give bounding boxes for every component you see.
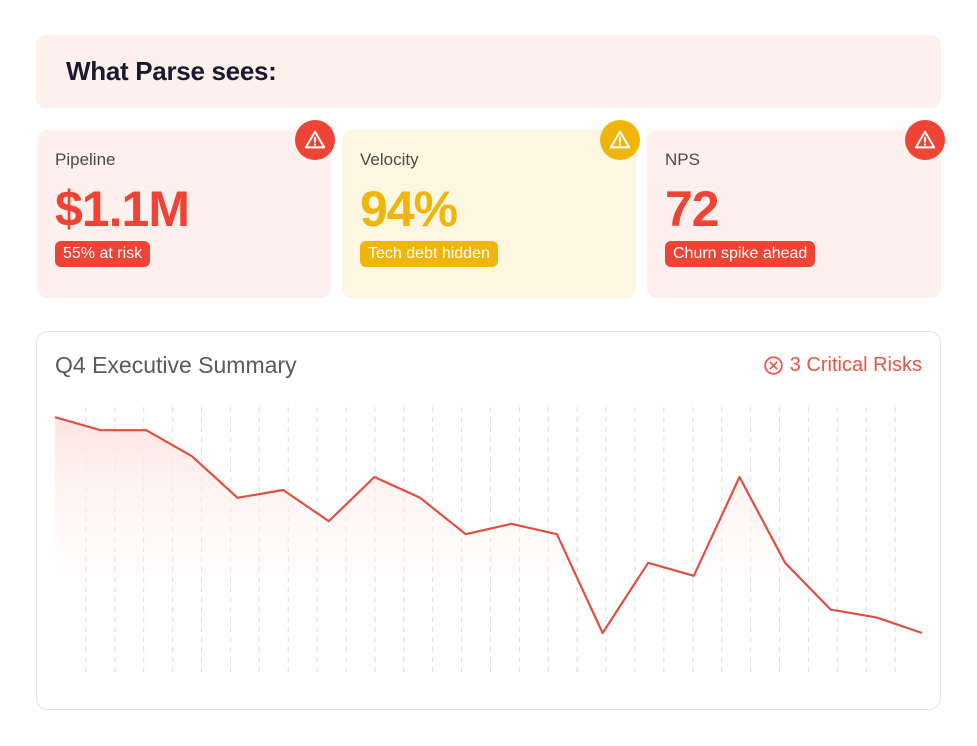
warning-triangle-icon [600, 120, 640, 160]
chart-point [509, 522, 513, 526]
executive-summary-panel: Q4 Executive Summary 3 Critical Risks [36, 331, 941, 710]
chart-point [555, 532, 559, 536]
page-title: What Parse sees: [66, 56, 277, 86]
metric-card-velocity: Velocity 94% Tech debt hidden [342, 120, 640, 298]
metric-value: 94% [360, 181, 458, 237]
metric-badge: 55% at risk [55, 241, 151, 267]
chart-point [281, 488, 285, 492]
metric-label: Velocity [360, 150, 419, 169]
chart-point [646, 561, 650, 565]
metric-value: $1.1M [55, 181, 190, 237]
chart-point [372, 475, 376, 479]
chart-point [144, 428, 148, 432]
chart-point [327, 519, 331, 523]
chart-point [874, 615, 878, 619]
chart-point [601, 631, 605, 635]
chart-point [236, 496, 240, 500]
circle-x-icon [763, 355, 784, 376]
warning-triangle-icon [295, 120, 335, 160]
metric-card-nps: NPS 72 Churn spike ahead [647, 120, 945, 298]
metric-label: NPS [665, 150, 700, 169]
header-banner: What Parse sees: [36, 35, 941, 108]
chart-point [737, 475, 741, 479]
chart-point [829, 608, 833, 612]
line-chart [53, 407, 924, 677]
summary-title: Q4 Executive Summary [55, 352, 297, 378]
chart-point [190, 454, 194, 458]
chart-point [53, 415, 57, 419]
chart-point [418, 496, 422, 500]
chart-point [99, 428, 103, 432]
metric-badge: Tech debt hidden [360, 241, 498, 267]
critical-risks-indicator[interactable]: 3 Critical Risks [763, 354, 922, 377]
chart-series-line [54, 416, 923, 635]
metric-label: Pipeline [55, 150, 116, 169]
metric-value: 72 [665, 181, 720, 237]
chart-point [920, 631, 924, 635]
critical-risks-label: 3 Critical Risks [789, 354, 922, 376]
chart-point [692, 574, 696, 578]
metric-card-pipeline: Pipeline $1.1M 55% at risk [37, 120, 335, 298]
chart-area-fill [55, 417, 922, 633]
chart-point [783, 561, 787, 565]
chart-point [464, 532, 468, 536]
warning-triangle-icon [905, 120, 945, 160]
metric-badge: Churn spike ahead [665, 241, 816, 267]
